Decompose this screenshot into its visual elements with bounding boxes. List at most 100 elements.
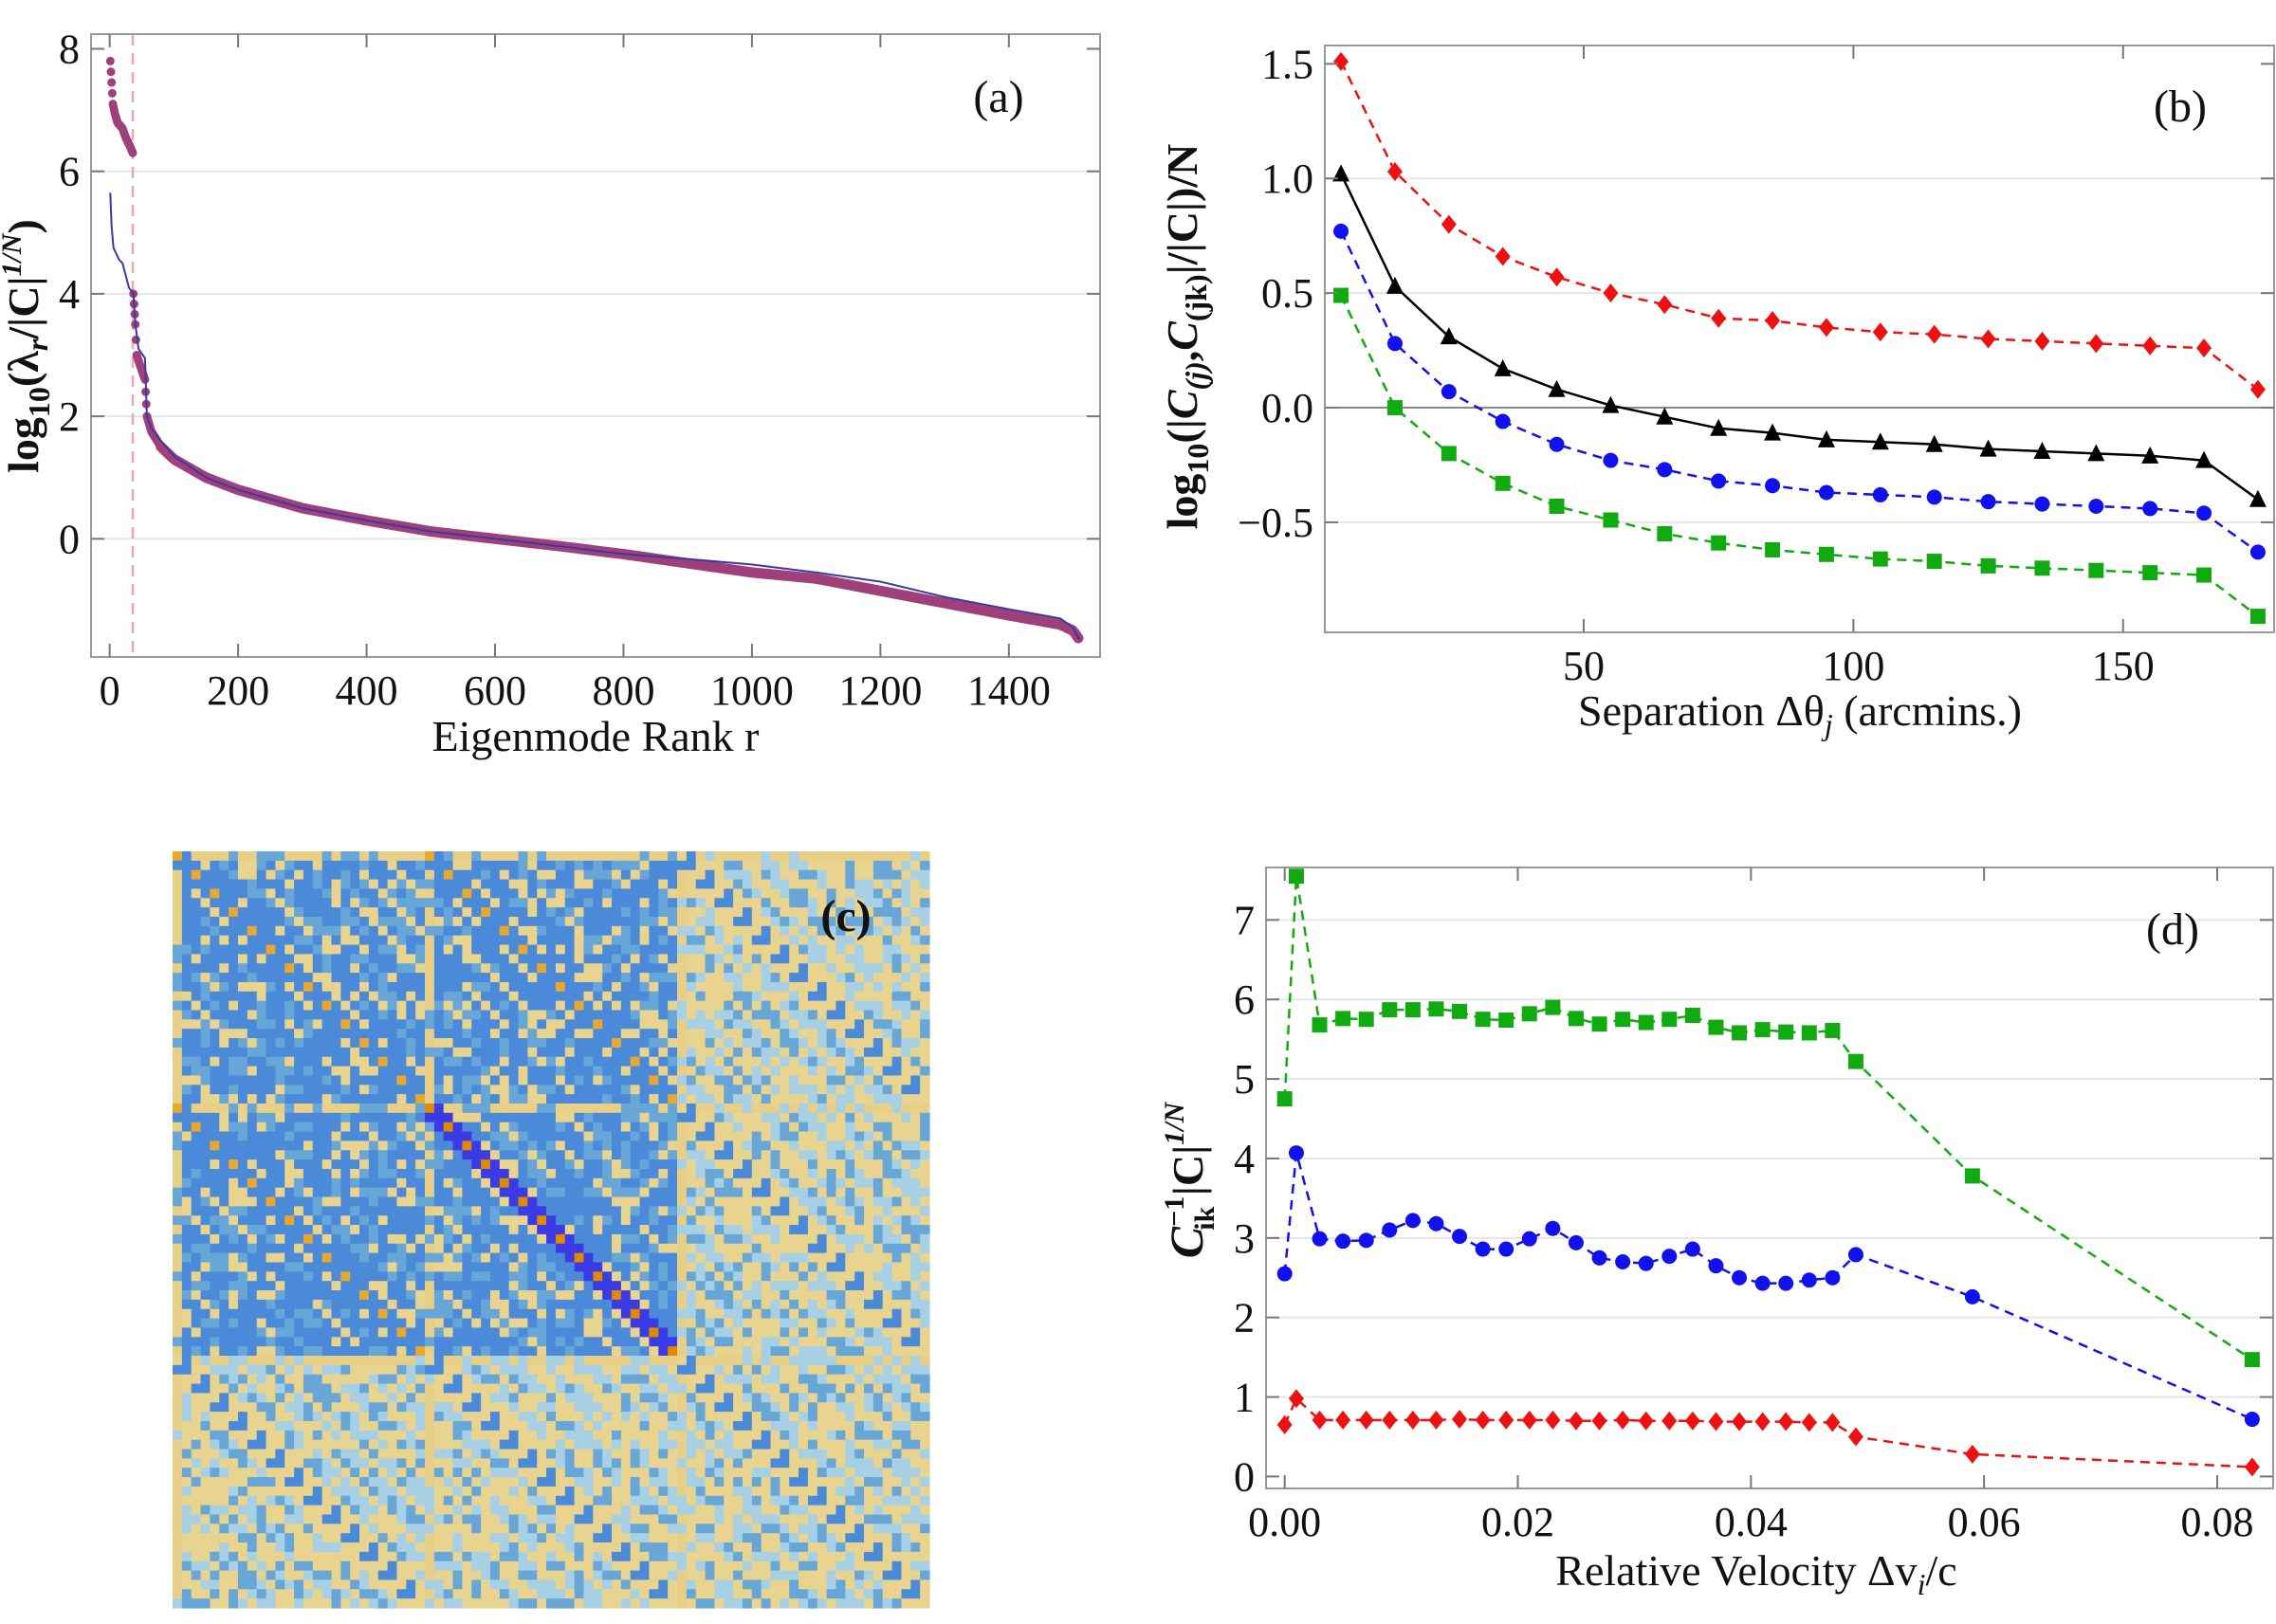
heatmap-cell [593, 1318, 603, 1329]
heatmap-cell [714, 1308, 725, 1320]
heatmap-cell [546, 1308, 557, 1320]
heatmap-cell [546, 1252, 557, 1264]
heatmap-cell [649, 1225, 659, 1235]
heatmap-cell [564, 1225, 576, 1235]
heatmap-cell [761, 1177, 772, 1189]
heatmap-cell [499, 991, 510, 1002]
heatmap-cell [901, 1010, 911, 1020]
heatmap-cell [583, 963, 594, 974]
heatmap-cell [854, 1299, 865, 1310]
heatmap-cell [695, 1104, 707, 1114]
heatmap-cell [864, 1085, 874, 1095]
heatmap-cell [845, 1187, 855, 1198]
heatmap-cell [368, 1337, 379, 1347]
heatmap-cell [181, 991, 193, 1002]
heatmap-cell [891, 1047, 903, 1058]
heatmap-cell [555, 1243, 566, 1254]
heatmap-cell [742, 1000, 753, 1012]
heatmap-cell [462, 1206, 472, 1216]
heatmap-cell [910, 1075, 921, 1086]
heatmap-cell [294, 898, 304, 908]
heatmap-cell [564, 888, 576, 899]
heatmap-cell [668, 1056, 678, 1067]
heatmap-cell [546, 1225, 557, 1235]
heatmap-cell [340, 944, 351, 955]
heatmap-cell [826, 981, 837, 993]
heatmap-cell [462, 907, 472, 918]
heatmap-cell [266, 851, 276, 862]
heatmap-cell [415, 1019, 426, 1030]
heatmap-cell [864, 888, 874, 899]
heatmap-cell [340, 879, 351, 890]
heatmap-cell [826, 1104, 837, 1114]
heatmap-cell [882, 1075, 893, 1086]
heatmap-cell [564, 1159, 576, 1170]
heatmap-cell [537, 1150, 547, 1160]
heatmap-cell [256, 1243, 267, 1254]
heatmap-cell [527, 1281, 538, 1291]
heatmap-cell [891, 1215, 903, 1226]
heatmap-cell [294, 1177, 304, 1189]
heatmap-cell [789, 1104, 799, 1114]
heatmap-cell [331, 907, 341, 918]
heatmap-cell [835, 1000, 846, 1012]
heatmap-cell [340, 1225, 351, 1235]
heatmap-cell [742, 1047, 753, 1058]
heatmap-cell [210, 1019, 220, 1030]
xlabel-part: (arcmins.) [1833, 686, 2022, 735]
heatmap-cell [826, 1056, 837, 1067]
heatmap-cell [368, 1075, 379, 1086]
heatmap-cell [564, 851, 576, 862]
heatmap-cell [406, 1168, 416, 1179]
heatmap-cell [789, 1010, 799, 1020]
heatmap-cell [761, 907, 772, 918]
heatmap-cell [910, 1281, 921, 1291]
heatmap-cell [387, 907, 398, 918]
heatmap-cell [359, 1112, 370, 1123]
heatmap-cell [705, 1252, 716, 1264]
heatmap-cell [555, 1262, 566, 1272]
heatmap-cell [219, 1131, 229, 1142]
triangle-marker [1386, 276, 1404, 294]
heatmap-cell [574, 1150, 585, 1160]
heatmap-cell [433, 1094, 445, 1104]
heatmap-cell [770, 963, 780, 974]
heatmap-cell [266, 1327, 276, 1338]
heatmap-cell [630, 1252, 641, 1264]
heatmap-cell [481, 1243, 491, 1254]
heatmap-cell [649, 888, 659, 899]
heatmap-cell [714, 1056, 725, 1067]
heatmap-cell [714, 1290, 725, 1301]
heatmap-cell [489, 1019, 501, 1030]
heatmap-cell [396, 1215, 407, 1226]
heatmap-cell [807, 935, 818, 946]
heatmap-cell [658, 1019, 669, 1030]
heatmap-cell [415, 1159, 426, 1170]
heatmap-cell [686, 1252, 697, 1264]
heatmap-cell [294, 1029, 304, 1039]
heatmap-cell [798, 1000, 809, 1012]
heatmap-cell [789, 973, 799, 983]
heatmap-cell [425, 1290, 435, 1301]
heatmap-cell [686, 935, 697, 946]
heatmap-cell [471, 1308, 482, 1320]
heatmap-cell [537, 1187, 547, 1198]
heatmap-cell [761, 1252, 772, 1264]
heatmap-cell [237, 1225, 248, 1235]
heatmap-cell [321, 1010, 333, 1020]
heatmap-cell [462, 944, 472, 955]
heatmap-cell [340, 916, 351, 927]
heatmap-cell [508, 935, 520, 946]
heatmap-cell [872, 1225, 884, 1235]
heatmap-cell [620, 1000, 632, 1012]
heatmap-cell [471, 1196, 482, 1207]
heatmap-cell [415, 973, 426, 983]
heatmap-cell [882, 1299, 893, 1310]
heatmap-cell [555, 973, 566, 983]
heatmap-cell [481, 963, 491, 974]
heatmap-cell [481, 1029, 491, 1039]
heatmap-cell [891, 1271, 903, 1282]
heatmap-cell [714, 1177, 725, 1189]
heatmap-cell [396, 1150, 407, 1160]
heatmap-cell [443, 907, 454, 918]
